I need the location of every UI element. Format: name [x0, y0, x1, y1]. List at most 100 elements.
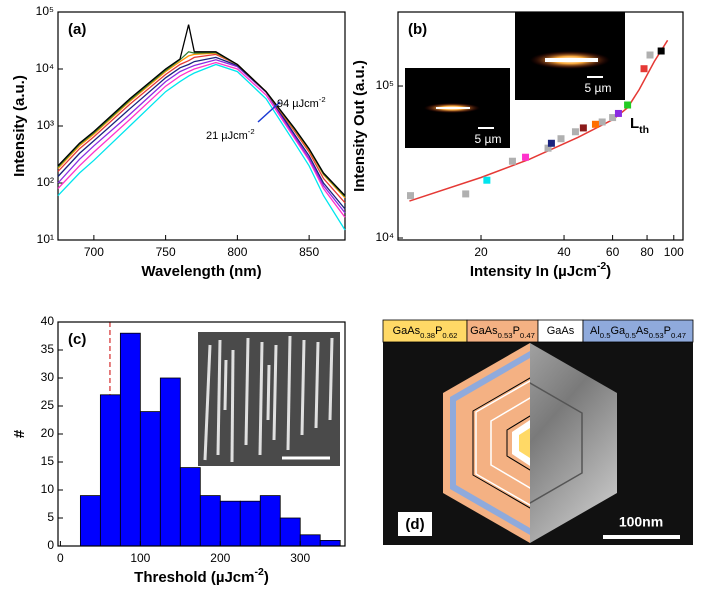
text-piece: 0.53: [498, 331, 513, 340]
y-tick-label: 5: [47, 510, 54, 524]
y-tick-label: 0: [47, 538, 54, 552]
panel-label: (d): [405, 516, 424, 533]
data-point: [508, 157, 516, 165]
text-piece: -2: [248, 127, 255, 136]
data-point: [579, 124, 587, 132]
y-tick-label: 40: [41, 314, 55, 328]
spectrum-line: [57, 59, 346, 214]
y-tick-label: 25: [41, 398, 55, 412]
x-axis-label: Intensity In (µJcm-2): [470, 260, 611, 280]
text-piece: 0.47: [520, 331, 535, 340]
histogram-bar: [259, 495, 281, 547]
data-point: [483, 176, 491, 184]
text-piece: th: [639, 124, 649, 136]
y-tick-label: 35: [41, 342, 55, 356]
data-point: [640, 65, 648, 73]
histogram-bar: [99, 394, 121, 547]
x-tick-label: 200: [210, 551, 230, 565]
x-tick-label: 300: [290, 551, 310, 565]
y-tick-label: 10⁴: [375, 230, 394, 244]
legend-swatch: [582, 319, 694, 343]
x-tick-label: 20: [474, 245, 488, 259]
data-point: [646, 51, 654, 59]
text-piece: -2: [319, 95, 326, 104]
text-piece: 21 µJcm: [206, 130, 248, 142]
scale-bar-label: 5 µm: [475, 132, 502, 146]
histogram-bar: [319, 540, 341, 547]
text-piece: Ga: [610, 325, 626, 337]
text-piece: -2: [255, 566, 264, 578]
inset-images: [405, 12, 625, 148]
histogram-bar: [79, 495, 101, 547]
text-piece: As: [636, 325, 649, 337]
text-piece: 0.53: [649, 331, 664, 340]
y-tick-label: 10³: [37, 118, 54, 132]
y-tick-label: 10⁵: [376, 78, 394, 92]
y-tick-label: 20: [41, 426, 55, 440]
annotation-arrow: [257, 101, 281, 123]
y-tick-label: 30: [41, 370, 55, 384]
text-piece: GaAs: [393, 325, 421, 337]
x-tick-label: 850: [299, 245, 319, 259]
x-tick-label: 800: [227, 245, 247, 259]
x-tick-label: 60: [606, 245, 620, 259]
scale-bar-label: 100nm: [619, 514, 663, 530]
histogram-bar: [239, 500, 261, 547]
x-tick-label: 100: [130, 551, 150, 565]
histogram-bar: [279, 517, 301, 547]
y-axis-label: Intensity Out (a.u.): [351, 60, 368, 192]
x-tick-label: 0: [57, 551, 64, 565]
text-piece: P: [664, 325, 671, 337]
data-point: [598, 118, 606, 126]
data-point: [614, 109, 622, 117]
histogram-bar: [139, 411, 161, 547]
text-piece: GaAs: [470, 325, 498, 337]
histogram-bar: [159, 377, 181, 547]
spectrum-line: [57, 61, 346, 218]
data-point: [544, 144, 552, 152]
y-axis-label: Intensity (a.u.): [11, 75, 28, 177]
text-piece: Threshold (µJcm: [134, 569, 254, 586]
panel-label: (a): [68, 21, 86, 38]
panel-label: (c): [68, 331, 86, 348]
x-tick-label: 100: [664, 245, 684, 259]
spectrum-line: [57, 24, 346, 197]
histogram-bar: [219, 500, 241, 547]
spectrum-line: [57, 53, 346, 204]
legend-label: GaAs: [547, 325, 575, 337]
data-point: [624, 101, 632, 109]
histogram-bar: [179, 467, 201, 547]
data-point: [657, 47, 665, 55]
spectrum-line: [57, 63, 346, 231]
panel-label: (b): [408, 21, 427, 38]
x-axis-label: Threshold (µJcm-2): [134, 566, 269, 586]
x-tick-label: 700: [84, 245, 104, 259]
data-point: [406, 192, 414, 200]
y-tick-label: 10: [41, 482, 55, 496]
text-piece: Intensity In (µJcm: [470, 263, 597, 280]
y-axis-label: #: [11, 429, 28, 438]
legend-label: Al0.5Ga0.5As0.53P0.47: [590, 325, 686, 340]
text-piece: ): [264, 569, 269, 586]
y-tick-label: 15: [41, 454, 55, 468]
text-piece: 0.5: [625, 331, 636, 340]
text-piece: 0.5: [600, 331, 611, 340]
y-tick-label: 10⁵: [36, 4, 54, 18]
spectrum-line: [57, 56, 346, 210]
y-tick-label: 10⁴: [35, 61, 54, 75]
data-point: [462, 190, 470, 198]
text-piece: 0.62: [442, 331, 457, 340]
histogram-bar: [299, 534, 321, 547]
data-point: [609, 114, 617, 122]
text-piece: P: [513, 325, 520, 337]
x-axis-label: Wavelength (nm): [141, 263, 261, 280]
text-piece: 0.38: [420, 331, 435, 340]
scale-bar-label: 5 µm: [585, 81, 612, 95]
text-piece: 0.47: [671, 331, 686, 340]
text-piece: ): [606, 263, 611, 280]
text-piece: 94 µJcm: [277, 98, 319, 110]
histogram-bar: [199, 495, 221, 547]
annotation: 94 µJcm-2: [277, 95, 326, 110]
data-point: [547, 139, 555, 147]
